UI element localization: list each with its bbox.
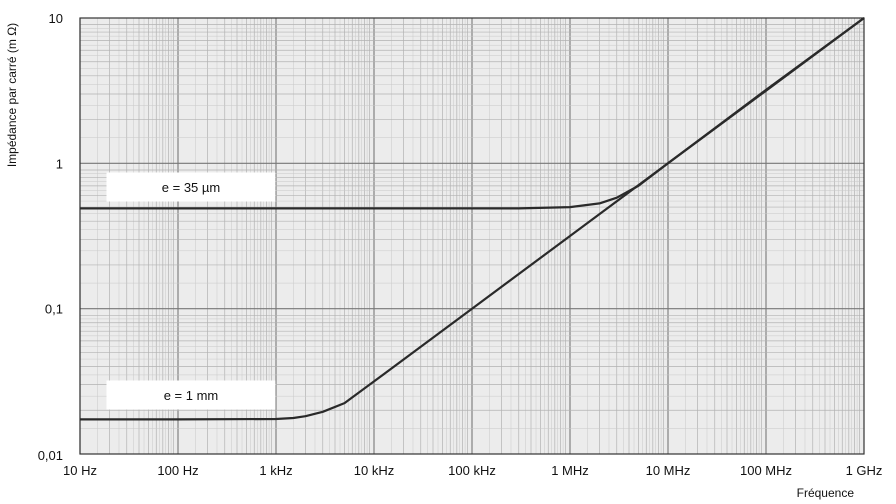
x-tick-label: 10 kHz	[354, 463, 394, 478]
plot-frame	[79, 17, 865, 455]
x-tick-label: 1 kHz	[259, 463, 292, 478]
series-group	[80, 17, 865, 421]
series-1mm-line	[80, 17, 865, 421]
x-tick-label: 10 MHz	[646, 463, 691, 478]
y-axis-title: Impédance par carré (m Ω)	[5, 23, 19, 167]
series-label-box	[106, 380, 276, 410]
series-label-box	[106, 172, 276, 202]
y-tick-label: 0,1	[45, 302, 63, 317]
x-tick-label: 100 kHz	[448, 463, 496, 478]
x-tick-label: 10 Hz	[63, 463, 97, 478]
x-axis-title: Fréquence	[797, 486, 855, 500]
y-tick-label: 10	[49, 11, 63, 26]
x-tick-label: 1 MHz	[551, 463, 589, 478]
x-tick-labels: 10 Hz 100 Hz 1 kHz 10 kHz 100 kHz 1 MHz 10 MHz…	[63, 463, 882, 478]
y-tick-label: 1	[56, 156, 63, 171]
series-label: e = 35 µm	[162, 180, 220, 195]
x-tick-label: 100 MHz	[740, 463, 792, 478]
series-label: e = 1 mm	[164, 388, 219, 403]
y-tick-labels: 0,01 0,1 1 10	[38, 11, 63, 463]
x-tick-label: 1 GHz	[846, 463, 883, 478]
series-labels: e = 35 µm e = 1 mm	[106, 172, 276, 410]
y-tick-label: 0,01	[38, 448, 63, 463]
x-tick-label: 100 Hz	[157, 463, 198, 478]
